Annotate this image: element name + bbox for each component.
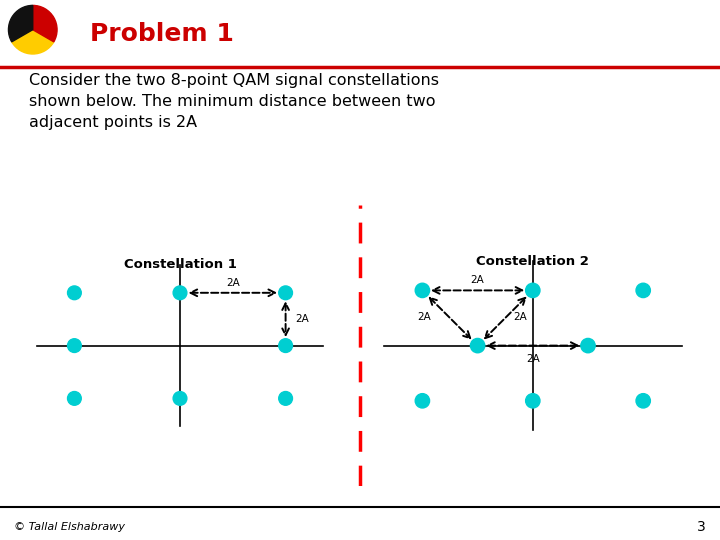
Circle shape	[415, 394, 430, 408]
Text: Consider the two 8-point QAM signal constellations
shown below. The minimum dist: Consider the two 8-point QAM signal cons…	[29, 73, 438, 130]
Text: 3: 3	[697, 520, 706, 534]
Circle shape	[279, 286, 292, 300]
Circle shape	[173, 286, 187, 300]
Circle shape	[68, 392, 81, 405]
Circle shape	[636, 394, 650, 408]
Circle shape	[279, 392, 292, 405]
Text: Constellation 1: Constellation 1	[124, 259, 236, 272]
Text: 2A: 2A	[226, 278, 240, 287]
Text: 2A: 2A	[513, 312, 527, 322]
Circle shape	[636, 283, 650, 298]
Wedge shape	[33, 5, 57, 42]
Text: 2A: 2A	[417, 312, 431, 322]
Text: 2A: 2A	[526, 354, 540, 364]
Text: Constellation 2: Constellation 2	[477, 254, 589, 267]
Text: 2A: 2A	[295, 314, 309, 324]
Wedge shape	[12, 30, 54, 54]
Circle shape	[415, 283, 430, 298]
Circle shape	[470, 339, 485, 353]
Wedge shape	[9, 5, 33, 42]
Circle shape	[173, 392, 187, 405]
Circle shape	[526, 394, 540, 408]
Circle shape	[68, 286, 81, 300]
Circle shape	[526, 283, 540, 298]
Circle shape	[581, 339, 595, 353]
Text: 2A: 2A	[471, 275, 485, 285]
Text: © Tallal Elshabrawy: © Tallal Elshabrawy	[14, 522, 125, 532]
Circle shape	[68, 339, 81, 353]
Text: Problem 1: Problem 1	[90, 22, 234, 46]
Circle shape	[279, 339, 292, 353]
